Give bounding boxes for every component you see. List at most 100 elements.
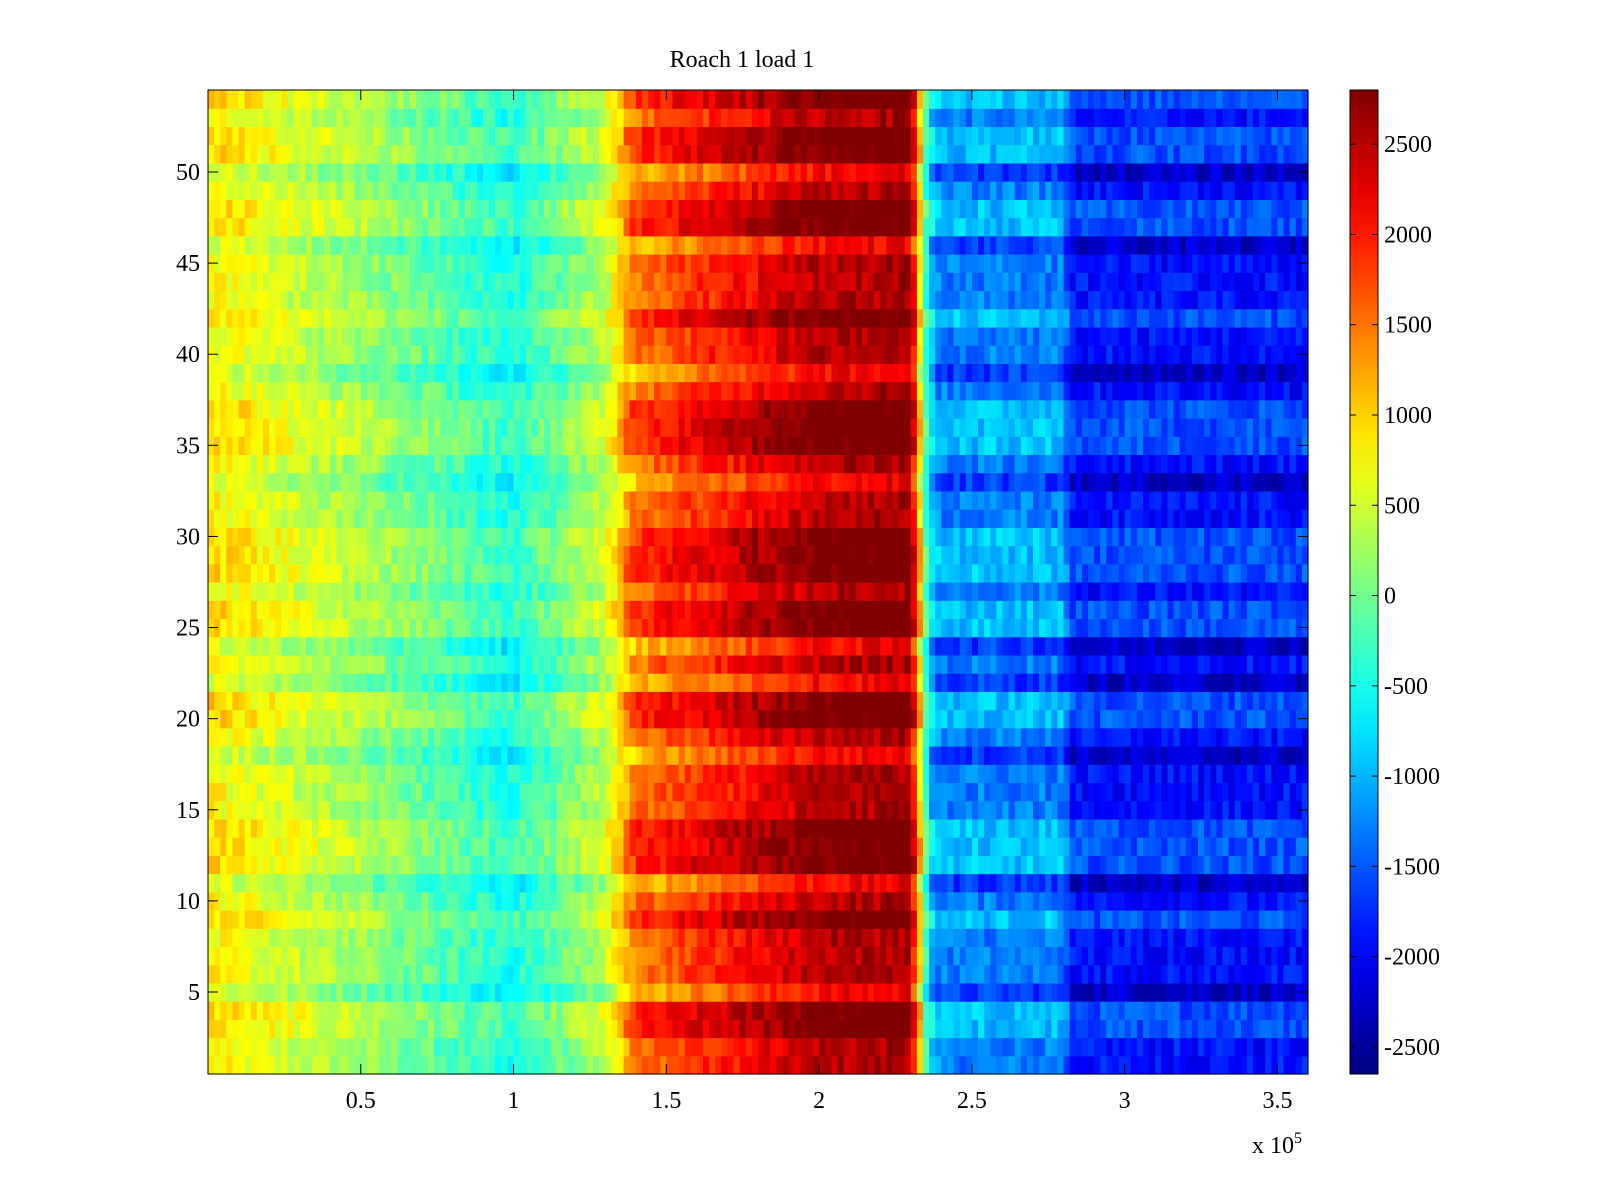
heatmap-cell [849,1037,857,1057]
heatmap-cell [373,654,380,674]
heatmap-cell [623,873,631,893]
heatmap-cell [1124,964,1132,984]
heatmap-cell [837,855,845,875]
heatmap-cell [360,982,368,1002]
heatmap-cell [1222,746,1230,765]
heatmap-cell [1026,891,1034,911]
heatmap-cell [971,946,979,966]
heatmap-cell [1094,1055,1101,1075]
heatmap-cell [1271,800,1279,820]
heatmap-cell [1069,928,1077,948]
heatmap-cell [293,764,301,784]
heatmap-cell [1020,636,1028,656]
heatmap-cell [837,928,845,948]
heatmap-cell [544,709,551,729]
heatmap-cell [1014,582,1022,601]
heatmap-cell [611,654,619,674]
heatmap-cell [635,818,643,838]
heatmap-cell [336,764,344,784]
heatmap-cell [1118,818,1126,838]
heatmap-cell [531,1055,539,1075]
heatmap-cell [1008,910,1016,929]
heatmap-cell [531,818,539,838]
heatmap-cell [1063,946,1071,966]
heatmap-cell [837,1019,845,1039]
heatmap-cell [1136,855,1144,875]
heatmap-cell [855,837,863,856]
heatmap-cell [635,855,643,875]
heatmap-cell [1289,1037,1297,1057]
heatmap-cell [275,873,282,893]
heatmap-cell [1136,673,1144,692]
heatmap-cell [1143,910,1150,929]
heatmap-cell [452,600,460,620]
heatmap-cell [525,582,533,601]
heatmap-cell [764,964,771,984]
heatmap-cell [568,800,576,820]
heatmap-cell [1130,727,1138,747]
heatmap-cell [629,709,637,729]
heatmap-cell [996,910,1004,929]
heatmap-cell [238,818,246,838]
heatmap-cell [550,691,557,711]
heatmap-cell [898,928,906,948]
heatmap-cell [635,800,643,820]
heatmap-cell [672,873,680,893]
heatmap-cell [593,964,600,984]
heatmap-cell [324,782,331,802]
heatmap-cell [959,782,967,802]
heatmap-cell [214,818,221,838]
heatmap-cell [837,946,845,966]
heatmap-cell [1198,891,1205,911]
heatmap-cell [892,618,900,638]
heatmap-cell [1191,727,1199,747]
heatmap-cell [385,691,392,711]
heatmap-cell [1259,764,1266,784]
heatmap-cell [452,764,460,784]
heatmap-cell [220,582,227,601]
heatmap-cell [342,818,350,838]
heatmap-cell [385,764,392,784]
heatmap-cell [758,891,765,911]
heatmap-cell [629,727,637,747]
heatmap-cell [1118,764,1126,784]
heatmap-cell [892,563,900,583]
heatmap-cell [544,654,551,674]
heatmap-cell [1026,1055,1034,1075]
heatmap-cell [1198,600,1205,620]
heatmap-cell [391,746,399,765]
heatmap-cell [580,727,588,747]
heatmap-cell [1100,582,1107,601]
heatmap-cell [421,800,429,820]
heatmap-cell [635,563,643,583]
heatmap-cell [593,636,600,656]
heatmap-cell [1167,691,1175,711]
heatmap-cell [605,654,612,674]
heatmap-cell [409,1055,417,1075]
heatmap-cell [770,764,777,784]
heatmap-cell [770,873,777,893]
heatmap-cell [715,891,722,911]
heatmap-cell [586,618,594,638]
heatmap-cell [971,910,979,929]
heatmap-cell [605,800,612,820]
heatmap-cell [1161,727,1169,747]
heatmap-cell [232,654,240,674]
heatmap-cell [1246,764,1254,784]
heatmap-cell [391,1019,399,1039]
heatmap-cell [1100,618,1107,638]
heatmap-cell [868,563,875,583]
heatmap-cell [843,982,851,1002]
heatmap-cell [293,709,301,729]
heatmap-cell [1088,782,1095,802]
heatmap-cell [489,928,496,948]
heatmap-cell [959,873,967,893]
heatmap-cell [641,964,649,984]
heatmap-cell [250,582,258,601]
heatmap-cell [971,928,979,948]
heatmap-cell [629,782,637,802]
heatmap-cell [238,800,246,820]
heatmap-cell [1143,837,1150,856]
heatmap-cell [971,764,979,784]
heatmap-cell [226,582,234,601]
